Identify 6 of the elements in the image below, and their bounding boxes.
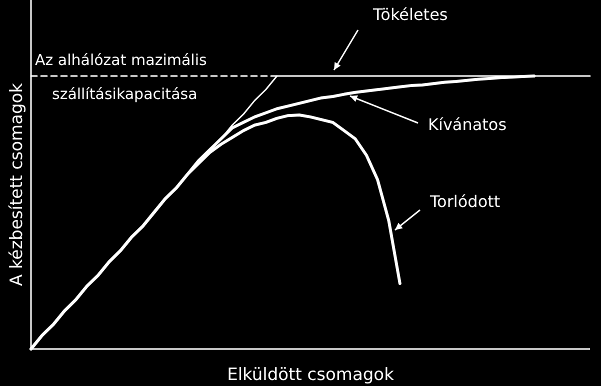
text: Tökéletes: [372, 5, 448, 24]
x-axis-title: Elküldött csomagok: [227, 365, 394, 385]
annotation: Az alhálózat mazimális szállításikapacitása: [35, 51, 208, 103]
series-label: Kívánatos: [428, 115, 507, 134]
text: Torlódott: [429, 192, 500, 211]
y-axis-title: A kézbesített csomagok: [7, 82, 27, 286]
